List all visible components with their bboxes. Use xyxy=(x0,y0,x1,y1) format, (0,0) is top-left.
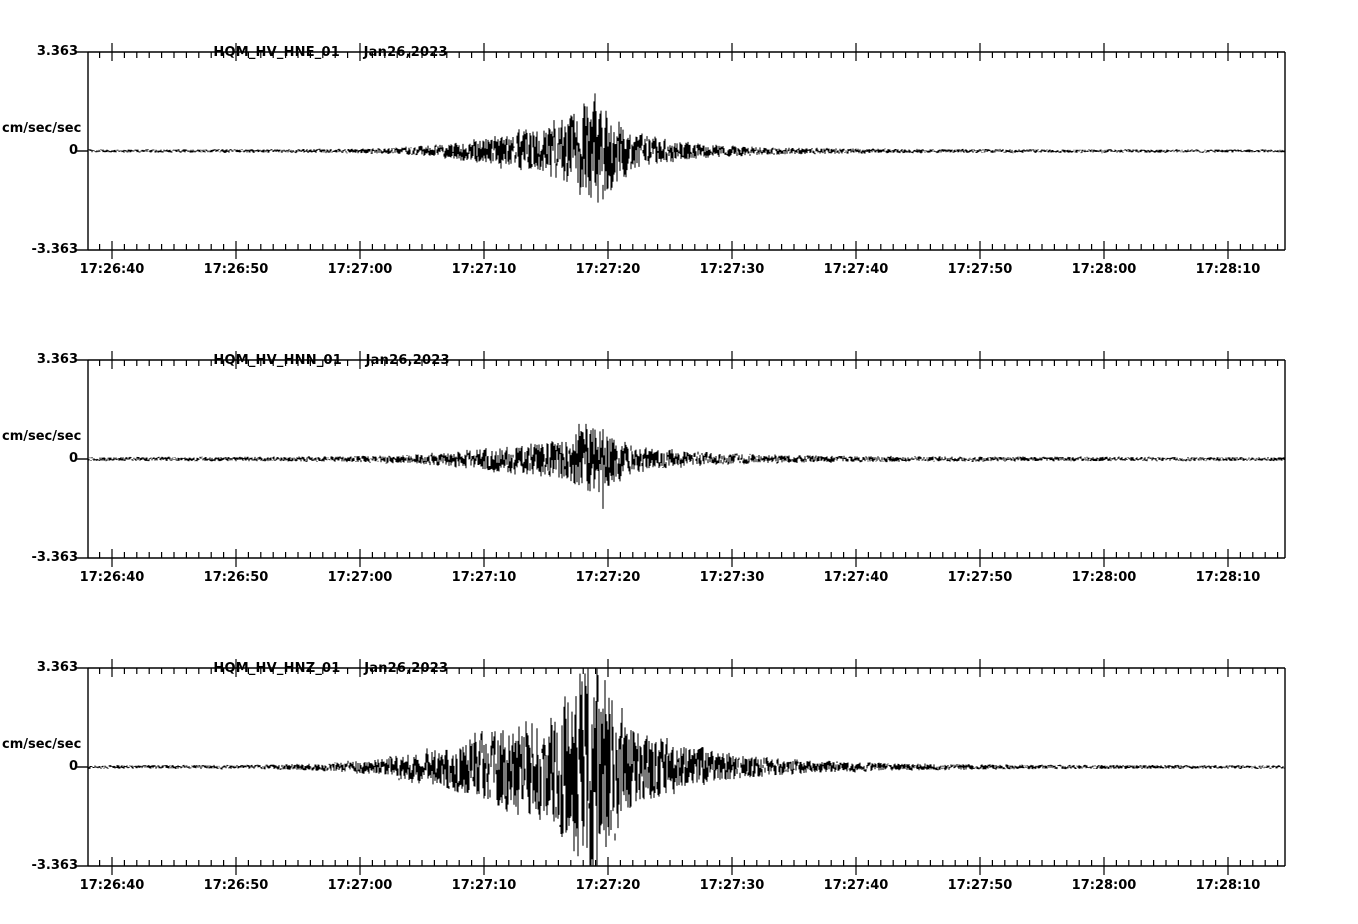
x-tick-label: 17:26:50 xyxy=(203,878,269,893)
x-tick-label: 17:27:00 xyxy=(327,570,393,585)
x-tick-label: 17:27:40 xyxy=(823,570,889,585)
x-tick-label: 17:27:50 xyxy=(947,262,1013,277)
x-tick-label: 17:27:40 xyxy=(823,878,889,893)
x-tick-label: 17:26:50 xyxy=(203,570,269,585)
y-tick-top-hne: 3.363 xyxy=(36,44,78,59)
x-tick-label: 17:27:00 xyxy=(327,878,393,893)
y-axis-units-label-hnn: cm/sec/sec xyxy=(2,429,82,444)
x-tick-label: 17:27:10 xyxy=(451,878,517,893)
y-axis-units-label-hne: cm/sec/sec xyxy=(2,121,82,136)
y-tick-top-hnz: 3.363 xyxy=(36,660,78,675)
x-tick-label: 17:27:30 xyxy=(699,262,765,277)
x-tick-label: 17:27:20 xyxy=(575,878,641,893)
x-tick-label: 17:28:10 xyxy=(1195,570,1261,585)
plot-frame xyxy=(87,667,1286,867)
y-tick-bottom-hnn: -3.363 xyxy=(31,550,78,565)
x-tick-label: 17:27:50 xyxy=(947,878,1013,893)
x-tick-label: 17:26:40 xyxy=(79,262,145,277)
x-tick-label: 17:27:20 xyxy=(575,570,641,585)
panel-title-hnz: HQM_HV_HNZ_01 Jan26,2023 xyxy=(185,646,448,691)
x-tick-label: 17:27:50 xyxy=(947,570,1013,585)
waveform-trace-hnz xyxy=(87,668,1286,866)
y-tick-zero-hnz: 0 xyxy=(68,759,78,774)
x-tick-label: 17:26:40 xyxy=(79,878,145,893)
y-tick-bottom-hne: -3.363 xyxy=(31,242,78,257)
x-tick-label: 17:27:30 xyxy=(699,878,765,893)
x-tick-label: 17:28:10 xyxy=(1195,262,1261,277)
x-tick-label: 17:27:30 xyxy=(699,570,765,585)
x-tick-label: 17:27:10 xyxy=(451,262,517,277)
x-tick-label: 17:28:00 xyxy=(1071,570,1137,585)
y-tick-bottom-hnz: -3.363 xyxy=(31,858,78,873)
panel-date-label: Jan26,2023 xyxy=(364,661,449,676)
x-tick-label: 17:27:00 xyxy=(327,262,393,277)
x-tick-label: 17:27:40 xyxy=(823,262,889,277)
y-tick-zero-hnn: 0 xyxy=(68,451,78,466)
x-tick-label: 17:27:20 xyxy=(575,262,641,277)
x-tick-label: 17:26:50 xyxy=(203,262,269,277)
y-axis-units-label-hnz: cm/sec/sec xyxy=(2,737,82,752)
panel-station-label: HQM_HV_HNZ_01 xyxy=(213,661,341,676)
x-tick-label: 17:28:00 xyxy=(1071,262,1137,277)
y-tick-top-hnn: 3.363 xyxy=(36,352,78,367)
x-tick-label: 17:27:10 xyxy=(451,570,517,585)
x-tick-label: 17:26:40 xyxy=(79,570,145,585)
x-tick-label: 17:28:10 xyxy=(1195,878,1261,893)
x-tick-label: 17:28:00 xyxy=(1071,878,1137,893)
y-tick-zero-hne: 0 xyxy=(68,143,78,158)
